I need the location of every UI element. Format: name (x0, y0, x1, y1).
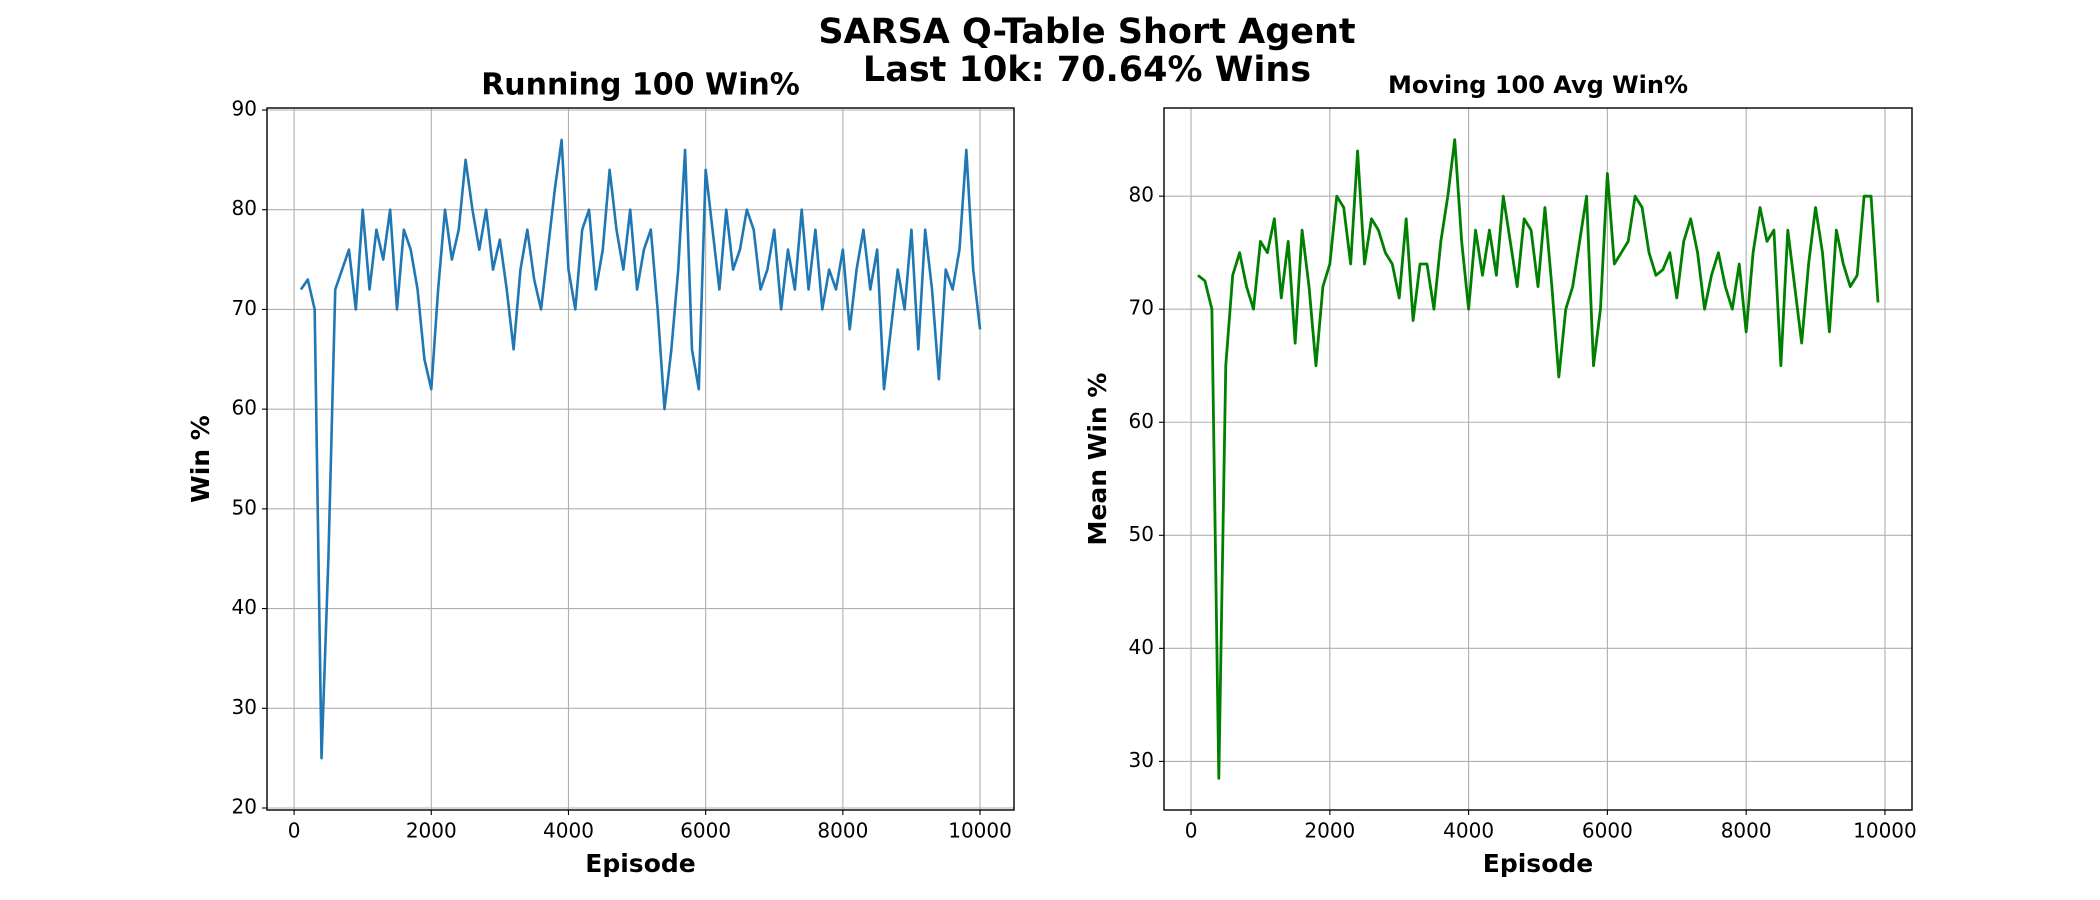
x-axis-label: Episode (585, 849, 695, 878)
y-tick-label: 70 (1129, 296, 1154, 320)
x-tick-label: 6000 (1582, 819, 1633, 843)
y-tick-label: 60 (1129, 409, 1154, 433)
axes-title: Running 100 Win% (481, 68, 800, 103)
y-tick-label: 30 (1129, 748, 1154, 772)
y-tick-label: 30 (232, 695, 257, 719)
y-tick-label: 60 (232, 396, 257, 420)
x-tick-label: 0 (288, 819, 301, 843)
x-tick-label: 10000 (1853, 819, 1917, 843)
x-tick-label: 8000 (817, 819, 868, 843)
data-line (299, 138, 982, 760)
axes-frame (1163, 107, 1913, 811)
x-tick-label: 6000 (680, 819, 731, 843)
axes-title: Moving 100 Avg Win% (1388, 71, 1688, 99)
x-tick-label: 10000 (948, 819, 1012, 843)
y-axis-label: Win % (186, 415, 215, 503)
y-tick-label: 40 (1129, 635, 1154, 659)
x-tick-label: 2000 (1304, 819, 1355, 843)
y-tick-label: 80 (1129, 183, 1154, 207)
figure-subtitle: Last 10k: 70.64% Wins (863, 50, 1311, 90)
y-tick-label: 80 (232, 196, 257, 220)
y-axis-label: Mean Win % (1083, 373, 1112, 546)
data-line (1197, 138, 1880, 780)
x-tick-label: 2000 (406, 819, 457, 843)
y-tick-label: 50 (232, 495, 257, 519)
x-tick-label: 4000 (1443, 819, 1494, 843)
y-tick-label: 70 (232, 296, 257, 320)
x-tick-label: 8000 (1721, 819, 1772, 843)
x-tick-label: 0 (1185, 819, 1198, 843)
y-tick-label: 20 (232, 795, 257, 819)
axes-frame (266, 107, 1015, 811)
y-tick-label: 50 (1129, 522, 1154, 546)
x-tick-label: 4000 (543, 819, 594, 843)
figure-title: SARSA Q-Table Short Agent (818, 12, 1355, 52)
x-axis-label: Episode (1483, 849, 1593, 878)
y-tick-label: 90 (232, 96, 257, 120)
y-tick-label: 40 (232, 595, 257, 619)
